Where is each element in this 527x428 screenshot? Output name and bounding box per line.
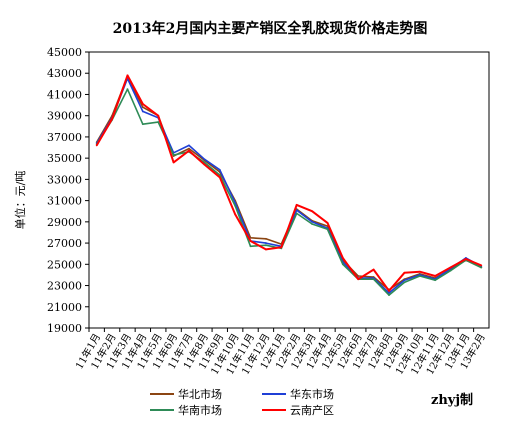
series-3-point: [311, 210, 313, 213]
series-3-point: [480, 264, 483, 267]
series-1-point: [295, 209, 298, 212]
series-3-point: [357, 278, 360, 281]
y-tick-label: 29000: [47, 216, 82, 229]
series-3-point: [326, 222, 329, 224]
series-3-point: [188, 149, 190, 152]
series-line-3: [95, 74, 482, 292]
series-2-point: [372, 278, 375, 281]
series-2-point: [249, 245, 252, 248]
legend-label-1: 华东市场: [290, 387, 334, 401]
series-1-point: [403, 279, 406, 282]
series-2-point: [388, 294, 390, 296]
y-tick-label: 45000: [47, 46, 82, 59]
series-line-1: [96, 77, 482, 294]
series-0-point: [265, 237, 267, 240]
y-axis-label-group: 单位：元/吨: [13, 171, 27, 230]
series-3-point: [388, 289, 390, 292]
legend-label-3: 云南产区: [290, 403, 334, 417]
y-tick-label: 19000: [47, 322, 82, 335]
series-2-point: [311, 223, 313, 225]
series-2-point: [265, 244, 267, 247]
y-tick-label: 35000: [47, 152, 82, 165]
y-tick-label: 43000: [47, 67, 82, 80]
series-2-point: [234, 205, 237, 207]
y-tick-label: 23000: [47, 280, 82, 293]
series-3-point: [280, 246, 283, 249]
series-2-point: [218, 174, 221, 177]
series-3-point: [372, 268, 375, 271]
series-3-point: [126, 74, 129, 77]
series-3-point: [141, 103, 144, 105]
series-2-point: [341, 263, 344, 266]
series-1-point: [218, 168, 221, 171]
series-3-point: [172, 161, 175, 164]
series-1-point: [203, 158, 206, 161]
y-tick-label: 39000: [47, 110, 82, 123]
series-2-point: [418, 275, 421, 277]
series-line-2: [96, 88, 482, 296]
series-0-point: [141, 106, 144, 109]
series-2-point: [141, 123, 144, 126]
chart-title: 2013年2月国内主要产销区全乳胶现货价格走势图: [113, 20, 428, 37]
series-3-point: [218, 176, 221, 179]
series-3-point: [249, 240, 252, 242]
series-2-point: [126, 88, 129, 91]
axes: 19000 21000 23000 25000 27000 29000 31000 33000…: [47, 46, 490, 377]
series-1-point: [311, 220, 313, 223]
series-1-point: [141, 110, 144, 113]
y-tick-label: 33000: [47, 173, 82, 186]
series-3-point: [234, 213, 237, 216]
series-2-point: [172, 154, 175, 156]
series-1-point: [388, 292, 390, 294]
legend-label-2: 华南市场: [178, 403, 222, 417]
series-2-point: [434, 279, 437, 282]
series-2-point: [157, 121, 160, 123]
y-tick-label: 21000: [47, 301, 82, 314]
series-3-point: [265, 248, 267, 251]
y-axis-label: 单位：元/吨: [13, 171, 27, 230]
series-0-point: [188, 147, 190, 150]
y-tick-label: 31000: [47, 195, 82, 208]
series-3-point: [157, 114, 160, 117]
y-tick-label: 25000: [47, 258, 82, 271]
series-3-point: [111, 117, 113, 120]
series-3-point: [341, 257, 344, 259]
series-2-point: [326, 228, 329, 231]
series-3-point: [403, 271, 406, 274]
series-3-point: [434, 275, 437, 277]
series-3-point: [418, 270, 421, 273]
y-tick-label: 37000: [47, 131, 82, 144]
series-1-point: [188, 144, 190, 147]
series-2-point: [403, 281, 406, 284]
credit-text: zhyj制: [431, 392, 473, 408]
series-group: [95, 74, 483, 296]
series-3-point: [449, 266, 452, 269]
y-tick-label: 27000: [47, 237, 82, 250]
series-3-point: [465, 258, 467, 260]
series-line-0: [96, 75, 482, 291]
series-3-point: [203, 163, 206, 166]
series-2-point: [480, 266, 483, 269]
series-2-point: [449, 269, 452, 272]
series-3-point: [95, 144, 98, 147]
series-1-point: [265, 242, 267, 244]
series-0-point: [357, 275, 360, 277]
series-3-point: [295, 203, 298, 206]
legend-label-0: 华北市场: [178, 387, 222, 401]
y-tick-label: 41000: [47, 88, 82, 101]
series-2-point: [295, 212, 298, 215]
plot-frame: [88, 51, 490, 329]
